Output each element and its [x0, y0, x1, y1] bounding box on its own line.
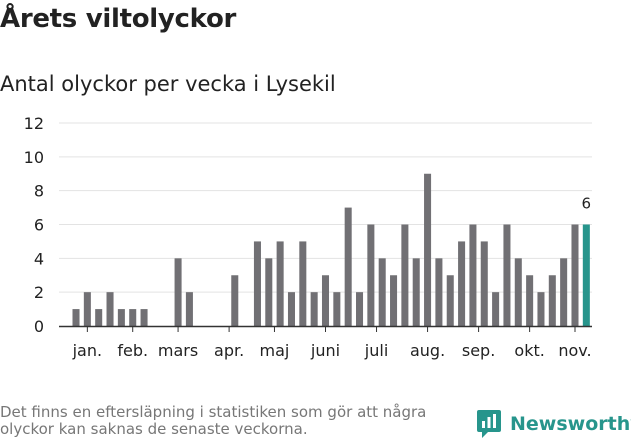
bar [537, 292, 545, 326]
bar [117, 309, 125, 326]
bar [492, 292, 500, 326]
bar [356, 292, 364, 326]
bar [276, 241, 284, 326]
x-tick-label: okt. [514, 341, 544, 360]
bar [503, 224, 511, 326]
bar [106, 292, 114, 326]
highlight-value-label: 6 [582, 195, 592, 213]
bar [435, 258, 443, 326]
bar-chart: 0 2 4 6 8 10 12 jan. feb. mars apr. maj juni juli aug… [24, 114, 592, 360]
bar [367, 224, 375, 326]
x-tick-label: aug. [410, 341, 445, 360]
data-labels: 6 [582, 195, 592, 213]
bar [526, 275, 534, 326]
newsworthy-logo-icon [477, 410, 501, 438]
bar [140, 309, 148, 326]
bar [378, 258, 386, 326]
bar [174, 258, 182, 326]
bar [560, 258, 568, 326]
x-tick-label: jan. [72, 341, 102, 360]
bar [253, 241, 261, 326]
x-tick-label: mars [158, 341, 198, 360]
y-tick-label: 6 [34, 216, 44, 235]
footnote: Det finns en eftersläpning i statistiken… [0, 403, 427, 438]
bar [412, 258, 420, 326]
chart-subtitle: Antal olyckor per vecka i Lysekil [0, 72, 336, 96]
bar [83, 292, 91, 326]
bar [401, 224, 409, 326]
bar [458, 241, 466, 326]
bar [287, 292, 295, 326]
bar [265, 258, 273, 326]
bar [548, 275, 556, 326]
bars [72, 173, 590, 326]
y-axis-labels: 0 2 4 6 8 10 12 [24, 114, 44, 336]
bar-highlight [582, 224, 590, 326]
bar [514, 258, 522, 326]
x-tick-label: maj [260, 341, 290, 360]
bar [446, 275, 454, 326]
y-tick-label: 4 [34, 249, 44, 268]
x-tick-label: apr. [214, 341, 244, 360]
x-tick-label: feb. [117, 341, 148, 360]
x-tick-label: sep. [462, 341, 495, 360]
y-tick-label: 8 [34, 182, 44, 201]
bar [95, 309, 103, 326]
chart-title: Årets viltolyckor [0, 4, 237, 34]
bar [310, 292, 318, 326]
brand[interactable]: Newsworthy [476, 408, 631, 440]
bar [469, 224, 477, 326]
gridlines [59, 122, 592, 293]
bar [390, 275, 398, 326]
bar [571, 224, 579, 326]
bar [185, 292, 193, 326]
x-tick-label: juni [310, 341, 340, 360]
bar [299, 241, 307, 326]
brand-name: Newsworthy [510, 413, 631, 435]
bar [424, 173, 432, 326]
y-tick-label: 2 [34, 283, 44, 302]
x-axis: jan. feb. mars apr. maj juni juli aug. sep. okt. n… [59, 325, 592, 360]
y-tick-label: 12 [24, 114, 44, 133]
bar [333, 292, 341, 326]
x-tick-label: juli [364, 341, 388, 360]
y-tick-label: 0 [34, 317, 44, 336]
x-tick-label: nov. [558, 341, 591, 360]
bar [344, 207, 352, 326]
bar [480, 241, 488, 326]
bar [129, 309, 137, 326]
y-tick-label: 10 [24, 148, 44, 167]
bar [321, 275, 330, 326]
bar [72, 309, 80, 326]
bar [231, 275, 239, 326]
